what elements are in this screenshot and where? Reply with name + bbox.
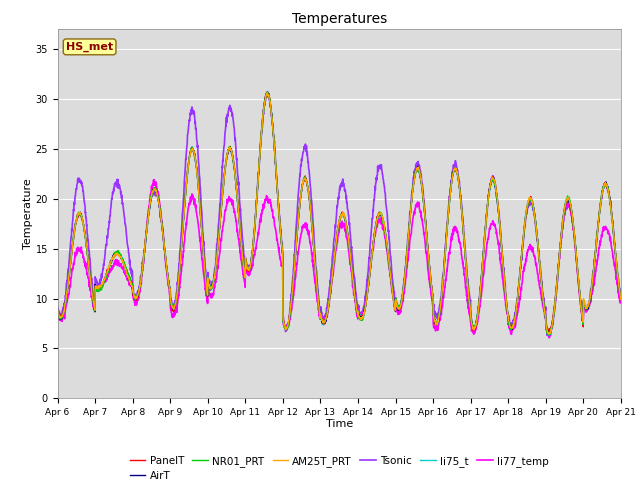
Y-axis label: Temperature: Temperature xyxy=(22,178,33,249)
AM25T_PRT xyxy=(54,308,61,313)
Line: li77_temp: li77_temp xyxy=(58,180,621,338)
li75_t xyxy=(503,306,511,312)
Line: AM25T_PRT: AM25T_PRT xyxy=(58,93,621,334)
PanelT xyxy=(545,329,553,335)
Tsonic xyxy=(545,335,553,340)
Legend: PanelT, AirT, NR01_PRT, AM25T_PRT, Tsonic, li75_t, li77_temp: PanelT, AirT, NR01_PRT, AM25T_PRT, Tsoni… xyxy=(125,452,553,480)
Tsonic xyxy=(617,297,625,302)
li75_t xyxy=(368,252,376,257)
AM25T_PRT xyxy=(264,90,271,96)
li75_t xyxy=(583,306,591,312)
Line: NR01_PRT: NR01_PRT xyxy=(58,93,621,335)
AirT xyxy=(583,305,591,311)
Line: Tsonic: Tsonic xyxy=(58,92,621,337)
li77_temp xyxy=(545,335,553,341)
li75_t xyxy=(54,309,61,314)
NR01_PRT xyxy=(54,308,61,314)
AM25T_PRT xyxy=(356,315,364,321)
PanelT xyxy=(568,209,575,215)
li75_t xyxy=(545,332,552,338)
NR01_PRT xyxy=(211,272,218,277)
NR01_PRT xyxy=(545,332,552,337)
Tsonic xyxy=(368,220,376,226)
PanelT xyxy=(54,307,61,313)
NR01_PRT xyxy=(583,306,591,312)
AM25T_PRT xyxy=(211,273,218,279)
AirT xyxy=(568,208,575,214)
Tsonic xyxy=(583,308,591,314)
AirT xyxy=(211,272,218,278)
PanelT xyxy=(503,306,511,312)
li75_t xyxy=(264,89,272,95)
NR01_PRT xyxy=(568,207,575,213)
li77_temp xyxy=(583,307,591,313)
li75_t xyxy=(356,314,364,320)
NR01_PRT xyxy=(263,90,271,96)
PanelT xyxy=(356,313,364,319)
PanelT xyxy=(583,305,591,311)
Text: HS_met: HS_met xyxy=(66,42,113,52)
PanelT xyxy=(264,89,271,95)
li77_temp xyxy=(150,177,158,183)
AM25T_PRT xyxy=(368,252,376,257)
Tsonic xyxy=(503,306,511,312)
Tsonic xyxy=(211,267,218,273)
X-axis label: Time: Time xyxy=(326,419,353,429)
li77_temp xyxy=(211,282,219,288)
li77_temp xyxy=(617,298,625,303)
PanelT xyxy=(368,250,376,255)
PanelT xyxy=(617,297,625,302)
AM25T_PRT xyxy=(617,297,625,302)
Tsonic xyxy=(356,309,364,315)
Line: AirT: AirT xyxy=(58,93,621,335)
li77_temp xyxy=(503,311,511,316)
AirT xyxy=(368,251,376,256)
li75_t xyxy=(617,295,625,301)
AirT xyxy=(54,308,61,314)
NR01_PRT xyxy=(368,252,376,258)
Tsonic xyxy=(568,208,575,214)
AM25T_PRT xyxy=(503,305,511,311)
Line: li75_t: li75_t xyxy=(58,92,621,335)
AirT xyxy=(503,306,511,312)
AirT xyxy=(264,90,271,96)
Tsonic xyxy=(54,303,61,309)
AM25T_PRT xyxy=(568,207,575,213)
li77_temp xyxy=(54,312,61,318)
li77_temp xyxy=(368,252,376,258)
AM25T_PRT xyxy=(583,305,591,311)
AirT xyxy=(545,332,552,337)
NR01_PRT xyxy=(356,316,364,322)
li77_temp xyxy=(356,311,364,317)
Tsonic xyxy=(264,89,271,95)
AirT xyxy=(356,314,364,320)
li75_t xyxy=(211,273,218,278)
NR01_PRT xyxy=(503,305,511,311)
Title: Temperatures: Temperatures xyxy=(292,12,387,26)
li75_t xyxy=(568,207,575,213)
AirT xyxy=(617,296,625,302)
AM25T_PRT xyxy=(545,331,552,336)
NR01_PRT xyxy=(617,297,625,302)
Line: PanelT: PanelT xyxy=(58,92,621,332)
li77_temp xyxy=(568,209,575,215)
PanelT xyxy=(211,273,218,278)
